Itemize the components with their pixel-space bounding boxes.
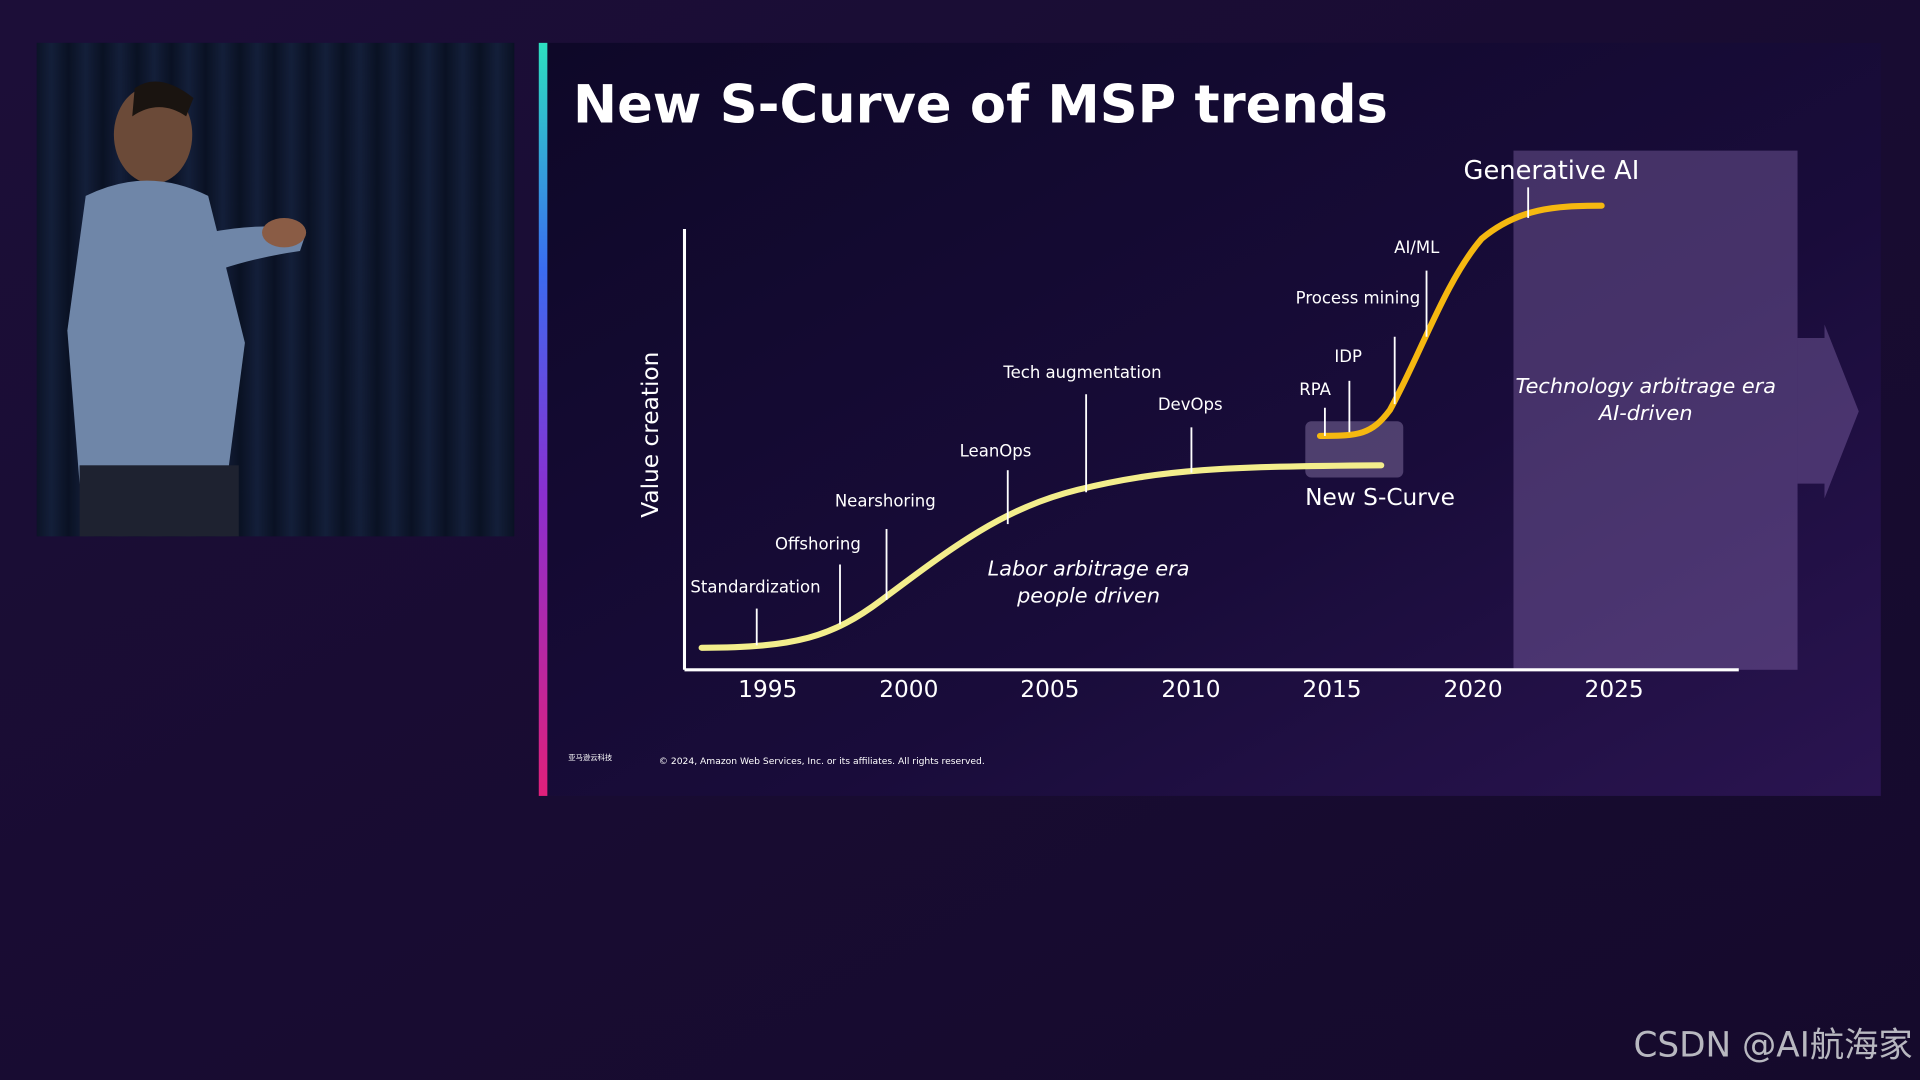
milestone-label: Offshoring: [775, 534, 861, 553]
x-tick-label: 2010: [1161, 676, 1220, 703]
x-tick-label: 2005: [1020, 676, 1079, 703]
generative-label: Generative AI: [1464, 156, 1640, 186]
labor-curve: [698, 462, 1385, 651]
milestone-label: IDP: [1334, 347, 1362, 366]
x-tick-label: 2025: [1585, 676, 1644, 703]
era-text: Technology arbitrage era: [1515, 374, 1776, 398]
milestone-label: Nearshoring: [835, 492, 936, 511]
slide: New S-Curve of MSP trends Value creation…: [538, 42, 1881, 796]
slide-title: New S-Curve of MSP trends: [573, 74, 1388, 135]
milestone-label: DevOps: [1158, 395, 1223, 414]
milestone-label: Tech augmentation: [1002, 363, 1161, 382]
new-curve-label: New S-Curve: [1305, 484, 1455, 511]
y-axis-label: Value creation: [637, 352, 664, 518]
era-highlight: [1513, 150, 1798, 670]
x-tick-label: 2020: [1443, 676, 1502, 703]
x-tick-label: 2015: [1302, 676, 1361, 703]
milestone-label: LeanOps: [960, 441, 1032, 460]
milestone-label: Standardization: [690, 577, 820, 596]
ai-curve: [1316, 202, 1605, 439]
era-text: people driven: [1016, 583, 1160, 607]
new-curve-box: [1305, 421, 1404, 478]
x-tick-label: 1995: [738, 676, 797, 703]
milestones: 1995 2000 2005 2010 2015 2020 2025 Standardizat…: [690, 238, 1643, 703]
copyright: © 2024, Amazon Web Services, Inc. or its…: [659, 756, 985, 767]
era-text: Labor arbitrage era: [988, 556, 1190, 580]
era-text: AI-driven: [1597, 401, 1693, 425]
logo: 亚马逊云科技: [568, 753, 613, 762]
x-tick-label: 2000: [879, 676, 938, 703]
watermark: CSDN @AI航海家: [1633, 1025, 1912, 1065]
milestone-label: Process mining: [1296, 288, 1421, 307]
milestone-label: RPA: [1299, 380, 1331, 399]
milestone-label: AI/ML: [1394, 238, 1440, 257]
speaker-video: [36, 42, 515, 537]
era-arrow: [1797, 324, 1859, 499]
